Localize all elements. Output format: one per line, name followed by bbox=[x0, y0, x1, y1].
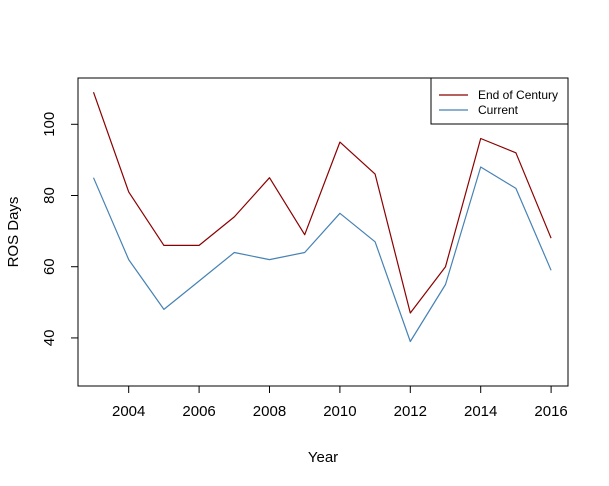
legend-box bbox=[430, 77, 569, 125]
x-axis-title: Year bbox=[308, 449, 338, 466]
y-tick-label: 100 bbox=[41, 112, 58, 137]
x-tick-label: 2012 bbox=[394, 403, 427, 420]
series-layer bbox=[92, 92, 552, 343]
x-tick-label: 2010 bbox=[323, 403, 356, 420]
x-tick-label: 2006 bbox=[182, 403, 215, 420]
series-line-0 bbox=[92, 92, 552, 314]
series-line-1 bbox=[92, 166, 552, 343]
y-tick-label: 60 bbox=[41, 258, 58, 275]
x-tick-label: 2008 bbox=[253, 403, 286, 420]
legend-label-0: End of Century bbox=[478, 88, 558, 102]
y-axis-title: ROS Days bbox=[5, 197, 22, 268]
x-tick-label: 2014 bbox=[464, 403, 497, 420]
x-tick-label: 2016 bbox=[534, 403, 567, 420]
x-axis: 2004 2006 2008 2010 2012 2014 2016 bbox=[112, 385, 568, 420]
y-tick-label: 40 bbox=[41, 330, 58, 347]
x-tick-label: 2004 bbox=[112, 403, 145, 420]
y-axis: 40 60 80 100 bbox=[41, 112, 79, 347]
legend-label-1: Current bbox=[478, 103, 519, 117]
y-tick-label: 80 bbox=[41, 187, 58, 204]
